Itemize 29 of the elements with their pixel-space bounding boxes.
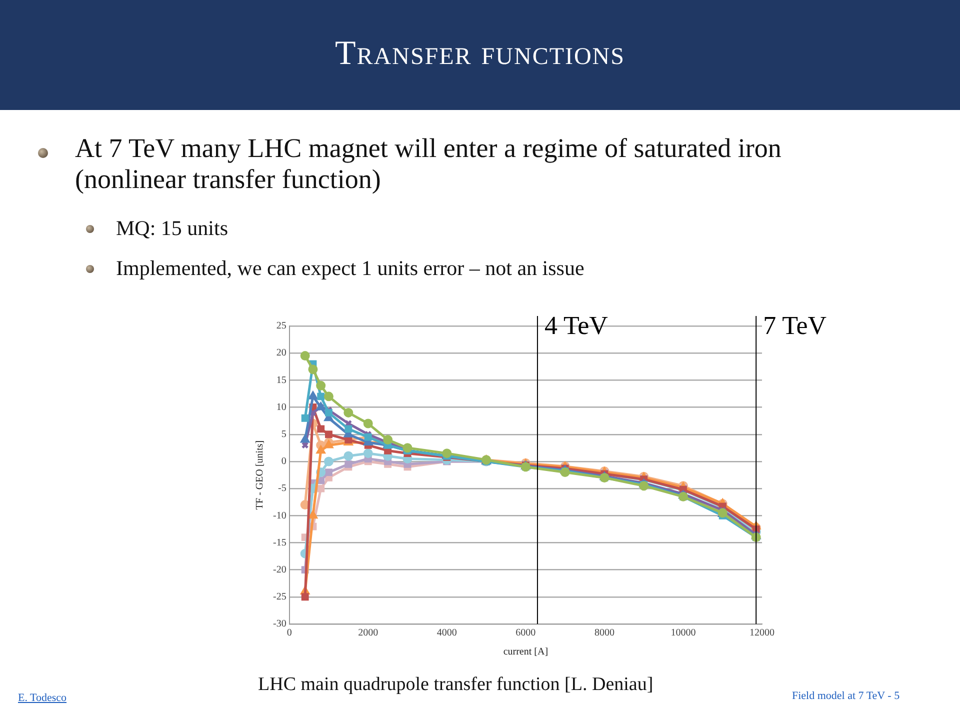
x-tick-label: 12000 — [750, 628, 774, 639]
x-tick-label: 8000 — [594, 628, 614, 639]
x-axis-title: current [A] — [503, 646, 548, 658]
y-tick-label: -20 — [272, 564, 286, 576]
y-tick-label: 20 — [276, 348, 286, 359]
x-tick-label: 6000 — [516, 628, 536, 639]
y-tick-label: 15 — [276, 374, 286, 386]
y-tick-label: 10 — [276, 402, 286, 413]
y-tick-label: 5 — [281, 428, 286, 440]
y-tick-label: -5 — [278, 483, 286, 494]
ref-line-label: 4 TeV — [544, 310, 608, 340]
x-tick-label: 2000 — [358, 628, 378, 639]
chart-title: Transfer functions — [334, 35, 626, 73]
y-tick-label: -25 — [272, 592, 286, 603]
text: MQ: 15 units — [116, 216, 228, 241]
y-tick-label: -15 — [272, 537, 286, 548]
text: Field model at 7 TeV - 5 — [792, 690, 900, 702]
text: LHC main quadrupole transfer function [L. Deniau] — [258, 674, 654, 696]
text: E. Todesco — [18, 692, 67, 704]
y-tick-label: 0 — [281, 456, 286, 468]
y-axis-title: TF - GEO [units] — [254, 440, 266, 510]
y-tick-label: -30 — [272, 618, 286, 630]
x-tick-label: 10000 — [670, 628, 696, 639]
x-tick-label: 4000 — [436, 628, 457, 639]
y-tick-label: 25 — [276, 320, 286, 332]
y-tick-label: -10 — [272, 510, 286, 522]
text: Implemented, we can expect 1 units error – not an issue — [116, 256, 584, 281]
chart-subtitle: At 7 TeV many LHC magnet will enter a regime of saturated iron (nonlinear transfer function) — [75, 133, 782, 195]
ref-line-label: 7 TeV — [763, 310, 827, 340]
